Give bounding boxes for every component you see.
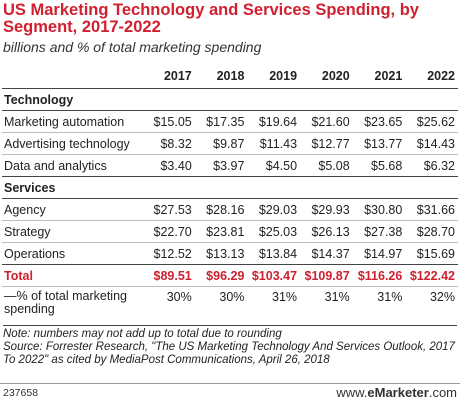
segment-row: Technology — [2, 88, 458, 111]
value-cell: $30.80 — [352, 198, 406, 221]
column-header-2021: 2021 — [374, 69, 403, 83]
row-label: Advertising technology — [2, 132, 143, 155]
value-cell: $4.50 — [247, 154, 301, 177]
value-cell: $6.32 — [405, 154, 458, 177]
table-row: Data and analytics $3.40 $3.97 $4.50 $5.08 $5… — [2, 154, 458, 177]
share-value-cell: 31% — [247, 286, 301, 320]
table-row: Agency $27.53 $28.16 $29.03 $29.93 $30.80 $31.… — [2, 198, 458, 221]
notes: Note: numbers may not add up to total du… — [3, 325, 457, 367]
share-row: —% of total marketing spending 30% 30% 31% 3… — [2, 286, 458, 320]
data-table: 2017 2018 2019 2020 2021 2022 Technology Market… — [2, 64, 458, 320]
share-value-cell: 31% — [352, 286, 406, 320]
source-text: Source: Forrester Research, "The US Mark… — [3, 341, 455, 366]
total-row: Total $89.51 $96.29 $103.47 $109.87 $116.26 $1… — [2, 264, 458, 287]
share-label: —% of total marketing spending — [2, 286, 143, 320]
row-label: Operations — [2, 242, 143, 265]
chart-id: 237658 — [3, 387, 39, 399]
column-header-2017: 2017 — [163, 69, 192, 83]
footer: 237658 www.eMarketer.com — [0, 383, 460, 404]
total-value-cell: $109.87 — [300, 264, 353, 287]
value-cell: $23.81 — [194, 220, 248, 243]
note-text: Note: numbers may not add up to total du… — [3, 328, 282, 340]
table-row: Advertising technology $8.32 $9.87 $11.43 $1… — [2, 132, 458, 155]
value-cell: $25.62 — [405, 110, 458, 133]
brand-name: eMarketer — [367, 385, 429, 400]
value-cell: $27.53 — [142, 198, 195, 221]
value-cell: $29.93 — [300, 198, 353, 221]
row-label: Data and analytics — [2, 154, 143, 177]
brand-prefix: www. — [336, 385, 368, 400]
row-label: Strategy — [2, 220, 143, 243]
total-value-cell: $89.51 — [142, 264, 195, 287]
column-header-2020: 2020 — [321, 69, 350, 83]
value-cell: $15.05 — [142, 110, 195, 133]
column-header-2018: 2018 — [216, 69, 245, 83]
value-cell: $11.43 — [247, 132, 301, 155]
header-corner — [2, 64, 142, 89]
value-cell: $29.03 — [247, 198, 301, 221]
chart-title: US Marketing Technology and Services Spe… — [3, 1, 419, 36]
value-cell: $12.77 — [300, 132, 353, 155]
brand-suffix: .com — [428, 385, 457, 400]
value-cell: $25.03 — [247, 220, 301, 243]
share-value-cell: 32% — [405, 286, 458, 320]
value-cell: $14.37 — [300, 242, 353, 265]
value-cell: $27.38 — [352, 220, 406, 243]
share-value-cell: 31% — [300, 286, 353, 320]
chart-subtitle: billions and % of total marketing spendi… — [3, 39, 262, 55]
segment-label: Services — [2, 176, 458, 199]
total-value-cell: $103.47 — [247, 264, 301, 287]
segment-row: Services — [2, 176, 458, 199]
value-cell: $28.70 — [405, 220, 458, 243]
segment-label: Technology — [2, 88, 458, 111]
column-header-2019: 2019 — [269, 69, 298, 83]
total-label: Total — [2, 264, 143, 287]
value-cell: $12.52 — [142, 242, 195, 265]
table-row: Marketing automation $15.05 $17.35 $19.64 $2… — [2, 110, 458, 133]
brand-link[interactable]: www.eMarketer.com — [336, 385, 457, 400]
value-cell: $9.87 — [194, 132, 248, 155]
table-row: Operations $12.52 $13.13 $13.84 $14.37 $14.97… — [2, 242, 458, 265]
value-cell: $14.43 — [405, 132, 458, 155]
value-cell: $22.70 — [142, 220, 195, 243]
column-header-2022: 2022 — [427, 69, 455, 83]
row-label: Agency — [2, 198, 143, 221]
value-cell: $5.68 — [352, 154, 406, 177]
table-row: Strategy $22.70 $23.81 $25.03 $26.13 $27.38 $2… — [2, 220, 458, 243]
value-cell: $31.66 — [405, 198, 458, 221]
value-cell: $5.08 — [300, 154, 353, 177]
value-cell: $13.77 — [352, 132, 406, 155]
value-cell: $17.35 — [194, 110, 248, 133]
total-value-cell: $96.29 — [194, 264, 248, 287]
value-cell: $13.13 — [194, 242, 248, 265]
header-row: 2017 2018 2019 2020 2021 2022 — [2, 64, 458, 89]
total-value-cell: $122.42 — [405, 264, 458, 287]
value-cell: $28.16 — [194, 198, 248, 221]
share-value-cell: 30% — [194, 286, 248, 320]
share-value-cell: 30% — [142, 286, 195, 320]
value-cell: $8.32 — [142, 132, 195, 155]
value-cell: $3.40 — [142, 154, 195, 177]
value-cell: $15.69 — [405, 242, 458, 265]
value-cell: $3.97 — [194, 154, 248, 177]
value-cell: $21.60 — [300, 110, 353, 133]
total-value-cell: $116.26 — [352, 264, 406, 287]
value-cell: $19.64 — [247, 110, 301, 133]
value-cell: $14.97 — [352, 242, 406, 265]
value-cell: $23.65 — [352, 110, 406, 133]
value-cell: $26.13 — [300, 220, 353, 243]
value-cell: $13.84 — [247, 242, 301, 265]
row-label: Marketing automation — [2, 110, 143, 133]
